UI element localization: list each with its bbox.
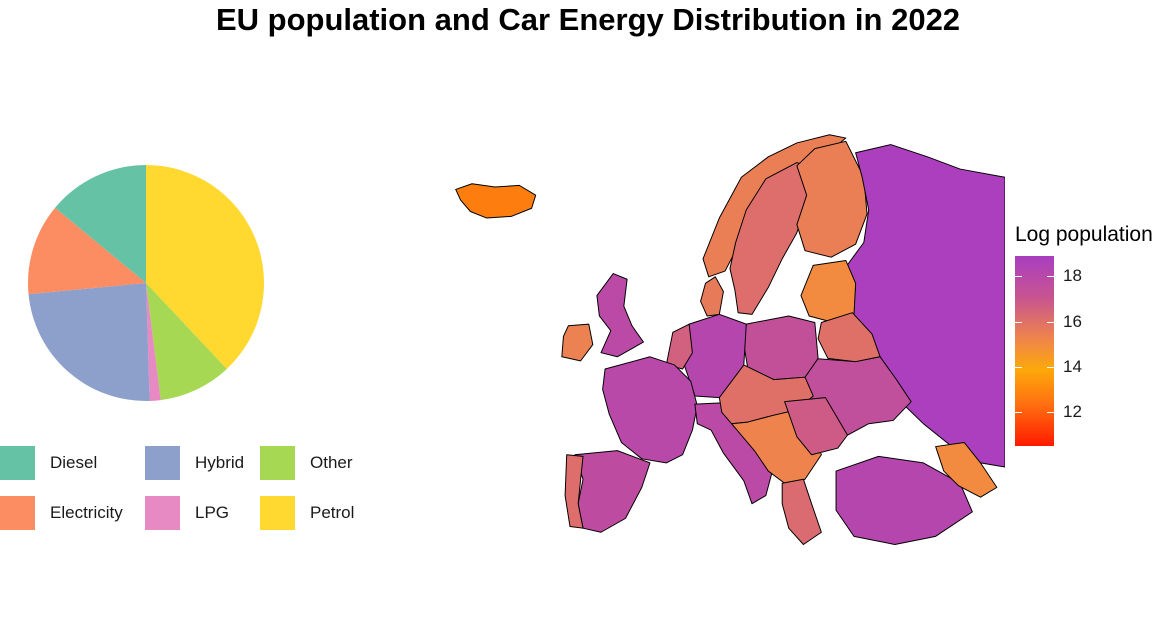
legend-label: Diesel	[50, 453, 98, 472]
colorbar-tick-mark	[1047, 276, 1054, 278]
chart-title: EU population and Car Energy Distributio…	[215, 2, 961, 37]
colorbar-tick-label: 16	[1063, 311, 1082, 331]
colorbar-tick-mark	[1015, 412, 1022, 414]
colorbar-tick-mark	[1015, 276, 1022, 278]
map-region-spain	[574, 450, 651, 533]
map-region-turkey	[835, 455, 973, 545]
pie-chart	[27, 165, 265, 401]
pie-slice-diesel	[55, 165, 146, 283]
legend-label: Petrol	[310, 503, 355, 522]
legend-key	[145, 446, 180, 480]
legend-key	[260, 446, 295, 480]
legend-key	[260, 496, 295, 530]
legend-item-diesel: Diesel	[0, 446, 98, 480]
map-region-denmark	[700, 276, 724, 317]
legend-item-other: Other	[260, 446, 353, 480]
map-region-caucasus	[935, 441, 998, 498]
map-region-iceland	[455, 183, 537, 219]
europe-map	[455, 134, 1005, 545]
legend-label: LPG	[195, 503, 230, 522]
colorbar-tick-label: 14	[1063, 356, 1082, 376]
legend-item-petrol: Petrol	[260, 496, 355, 530]
colorbar-tick-mark	[1047, 321, 1054, 323]
map-region-romania	[784, 397, 848, 456]
pie-slice-hybrid	[28, 283, 150, 401]
map-region-france	[602, 356, 698, 464]
legend-item-electricity: Electricity	[0, 496, 123, 530]
legend-key	[0, 446, 35, 480]
legend-key	[145, 496, 180, 530]
map-region-ireland	[561, 323, 594, 362]
map-region-netherlands	[665, 323, 693, 370]
legend-label: Other	[310, 453, 353, 472]
legend-item-hybrid: Hybrid	[145, 446, 245, 480]
legend-item-lpg: LPG	[145, 496, 230, 530]
pie-slice-petrol	[146, 165, 265, 370]
map-region-greece	[781, 478, 822, 545]
colorbar-tick-mark	[1015, 366, 1022, 368]
colorbar-title: Log population	[1015, 223, 1153, 246]
map-region-finland	[796, 140, 868, 258]
legend-key	[0, 496, 35, 530]
colorbar-tick-label: 12	[1063, 402, 1082, 422]
colorbar-tick-mark	[1015, 321, 1022, 323]
colorbar	[1015, 256, 1054, 446]
map-region-baltics	[800, 259, 857, 323]
pie-slice-electricity	[27, 207, 146, 295]
pie-slice-other	[146, 283, 227, 401]
map-region-portugal	[564, 454, 584, 529]
legend-label: Electricity	[50, 503, 123, 522]
map-region-uk	[596, 273, 644, 358]
pie-slice-lpg	[146, 283, 161, 401]
colorbar-tick-mark	[1047, 366, 1054, 368]
colorbar-tick-mark	[1047, 412, 1054, 414]
legend-label: Hybrid	[195, 453, 245, 472]
colorbar-tick-label: 18	[1063, 266, 1082, 286]
